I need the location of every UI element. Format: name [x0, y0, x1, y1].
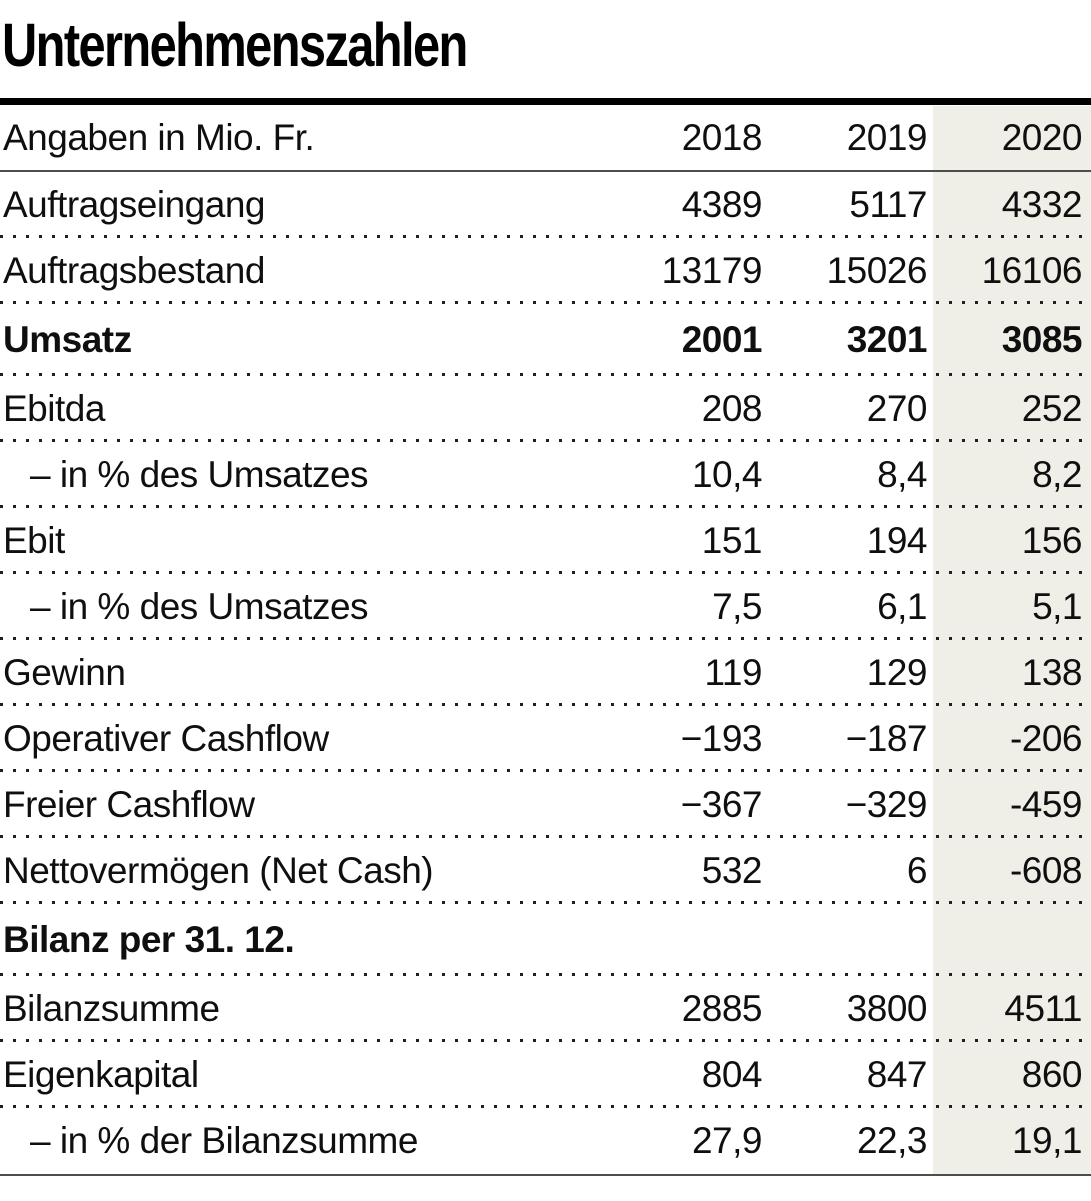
value-2020: 5,1 — [1032, 586, 1082, 627]
year-header-2018: 2018 — [681, 117, 763, 158]
row-label: Nettovermögen (Net Cash) — [3, 850, 434, 891]
row-label: Freier Cashflow — [3, 784, 255, 825]
year-header-2019: 2019 — [846, 117, 928, 158]
table-row-freier-cashflow: Freier Cashflow −367 −329 -459 — [0, 772, 1091, 838]
row-label: – in % der Bilanzsumme — [30, 1120, 418, 1161]
highlight-2020-column — [933, 106, 1091, 1174]
value-2020: 4332 — [1001, 184, 1083, 225]
value-2019: 5117 — [849, 184, 927, 225]
value-2020: -206 — [1009, 718, 1083, 759]
value-2018: −193 — [680, 718, 763, 759]
value-2018: 13179 — [661, 250, 763, 291]
value-2018: 4389 — [681, 184, 763, 225]
value-2018: 151 — [701, 520, 763, 561]
table-row-auftragseingang: Auftragseingang 4389 5117 4332 — [0, 172, 1091, 238]
unit-note: Angaben in Mio. Fr. — [3, 117, 315, 158]
section-label: Bilanz per 31. 12. — [3, 919, 295, 960]
row-label: Ebitda — [3, 388, 105, 429]
table-row-nettovermoegen: Nettovermögen (Net Cash) 532 6 -608 — [0, 838, 1091, 904]
value-2019: 3800 — [846, 988, 928, 1029]
value-2020: 16106 — [981, 250, 1083, 291]
table-header-row: Angaben in Mio. Fr. 2018 2019 2020 — [0, 106, 1091, 172]
value-2020: 138 — [1021, 652, 1083, 693]
value-2018: 2885 — [681, 988, 763, 1029]
value-2020: 4511 — [1004, 988, 1082, 1029]
value-2018: 208 — [701, 388, 763, 429]
value-2018: −367 — [680, 784, 763, 825]
table-row-ebitda: Ebitda 208 270 252 — [0, 376, 1091, 442]
value-2019: −329 — [845, 784, 928, 825]
value-2019: 194 — [866, 520, 928, 561]
value-2019: 6,1 — [877, 586, 927, 627]
table-row-eigenkapital: Eigenkapital 804 847 860 — [0, 1042, 1091, 1108]
table-row-auftragsbestand: Auftragsbestand 13179 15026 16106 — [0, 238, 1091, 304]
table-row-operativer-cashflow: Operativer Cashflow −193 −187 -206 — [0, 706, 1091, 772]
value-2020: 8,2 — [1032, 454, 1082, 495]
row-label: Gewinn — [3, 652, 126, 693]
row-label: Operativer Cashflow — [3, 718, 329, 759]
row-label: Bilanzsumme — [3, 988, 220, 1029]
row-label: Auftragseingang — [3, 184, 265, 225]
value-2018: 532 — [701, 850, 763, 891]
value-2019: 270 — [866, 388, 928, 429]
value-2020: 19,1 — [1011, 1120, 1083, 1161]
year-header-2020: 2020 — [1001, 117, 1083, 158]
table-section-bilanz: Bilanz per 31. 12. — [0, 904, 1091, 976]
value-2018: 10,4 — [691, 454, 763, 495]
value-2019: 15026 — [826, 250, 928, 291]
value-2020: 3085 — [1001, 319, 1083, 360]
value-2020: 860 — [1021, 1054, 1083, 1095]
value-2020: -459 — [1009, 784, 1083, 825]
row-label: Umsatz — [3, 319, 132, 360]
value-2019: 129 — [866, 652, 928, 693]
value-2019: 8,4 — [877, 454, 927, 495]
value-2018: 804 — [701, 1054, 763, 1095]
value-2018: 27,9 — [691, 1120, 763, 1161]
page-title: Unternehmenszahlen — [2, 11, 468, 79]
title-rule — [0, 98, 1091, 105]
value-2019: 3201 — [846, 319, 928, 360]
value-2019: −187 — [845, 718, 928, 759]
value-2019: 22,3 — [856, 1120, 928, 1161]
value-2020: 156 — [1021, 520, 1083, 561]
financial-table: Angaben in Mio. Fr. 2018 2019 2020 Auftr… — [0, 106, 1091, 1176]
value-2020: 252 — [1021, 388, 1083, 429]
value-2018: 2001 — [681, 319, 763, 360]
table-row-ebitda-margin: – in % des Umsatzes 10,4 8,4 8,2 — [0, 442, 1091, 508]
row-label: Eigenkapital — [3, 1054, 199, 1095]
table-row-umsatz: Umsatz 2001 3201 3085 — [0, 304, 1091, 376]
table-row-gewinn: Gewinn 119 129 138 — [0, 640, 1091, 706]
table-row-ebit: Ebit 151 194 156 — [0, 508, 1091, 574]
table-row-bilanzsumme: Bilanzsumme 2885 3800 4511 — [0, 976, 1091, 1042]
row-label: – in % des Umsatzes — [30, 454, 369, 495]
value-2019: 6 — [906, 850, 928, 891]
value-2019: 847 — [866, 1054, 928, 1095]
row-label: – in % des Umsatzes — [30, 586, 369, 627]
table-row-eigenkapital-quote: – in % der Bilanzsumme 27,9 22,3 19,1 — [0, 1108, 1091, 1174]
row-label: Ebit — [3, 520, 65, 561]
row-label: Auftragsbestand — [3, 250, 265, 291]
value-2018: 7,5 — [712, 586, 762, 627]
table-row-ebit-margin: – in % des Umsatzes 7,5 6,1 5,1 — [0, 574, 1091, 640]
value-2018: 119 — [704, 652, 763, 693]
value-2020: -608 — [1009, 850, 1083, 891]
